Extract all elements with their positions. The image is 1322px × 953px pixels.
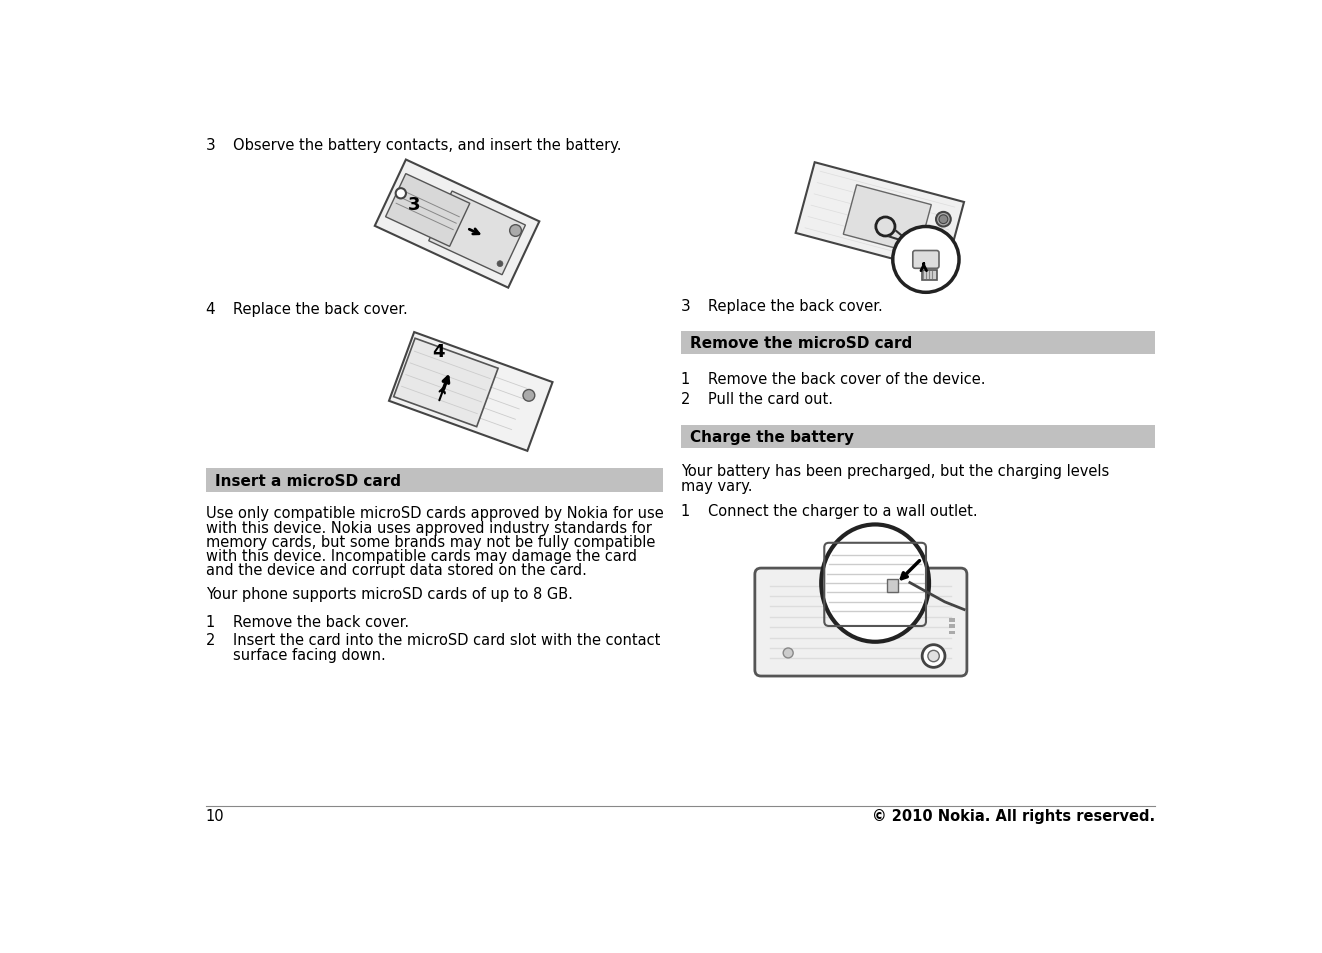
Circle shape — [395, 189, 406, 199]
Text: Replace the back cover.: Replace the back cover. — [707, 299, 883, 314]
Polygon shape — [921, 271, 937, 280]
Text: with this device. Nokia uses approved industry standards for: with this device. Nokia uses approved in… — [205, 520, 652, 535]
Polygon shape — [374, 160, 539, 289]
Text: Charge the battery: Charge the battery — [690, 430, 854, 444]
Bar — [949, 618, 956, 622]
Text: Pull the card out.: Pull the card out. — [707, 392, 833, 407]
Text: © 2010 Nokia. All rights reserved.: © 2010 Nokia. All rights reserved. — [871, 808, 1155, 822]
Text: Use only compatible microSD cards approved by Nokia for use: Use only compatible microSD cards approv… — [205, 506, 664, 521]
Circle shape — [783, 648, 793, 659]
Text: 1: 1 — [681, 503, 690, 518]
Text: 10: 10 — [205, 808, 225, 822]
Text: Remove the back cover of the device.: Remove the back cover of the device. — [707, 372, 985, 386]
Bar — [949, 631, 956, 635]
Text: may vary.: may vary. — [681, 478, 752, 493]
Text: 4: 4 — [205, 301, 215, 316]
Text: and the device and corrupt data stored on the card.: and the device and corrupt data stored o… — [205, 563, 587, 578]
Bar — [681, 332, 1155, 355]
Circle shape — [936, 213, 951, 227]
Text: Insert the card into the microSD card slot with the contact: Insert the card into the microSD card sl… — [233, 633, 660, 648]
Ellipse shape — [821, 525, 929, 642]
Text: 2: 2 — [205, 633, 215, 648]
Text: Remove the microSD card: Remove the microSD card — [690, 335, 912, 351]
Text: 3: 3 — [681, 299, 690, 314]
Circle shape — [497, 261, 502, 267]
Bar — [887, 579, 898, 592]
Polygon shape — [386, 174, 469, 247]
Polygon shape — [394, 339, 498, 427]
Bar — [681, 425, 1155, 449]
Polygon shape — [843, 186, 931, 254]
Text: Connect the charger to a wall outlet.: Connect the charger to a wall outlet. — [707, 503, 977, 518]
Circle shape — [923, 645, 945, 668]
Text: Insert a microSD card: Insert a microSD card — [215, 473, 401, 488]
Text: Your phone supports microSD cards of up to 8 GB.: Your phone supports microSD cards of up … — [205, 586, 572, 601]
Text: 3: 3 — [205, 137, 215, 152]
Text: Remove the back cover.: Remove the back cover. — [233, 614, 408, 629]
Bar — [949, 625, 956, 629]
Circle shape — [524, 390, 535, 402]
Text: with this device. Incompatible cards may damage the card: with this device. Incompatible cards may… — [205, 549, 637, 563]
Text: 2: 2 — [681, 392, 690, 407]
Text: Your battery has been precharged, but the charging levels: Your battery has been precharged, but th… — [681, 464, 1109, 479]
Bar — [205, 469, 662, 492]
Polygon shape — [389, 333, 553, 452]
Circle shape — [892, 227, 958, 293]
Polygon shape — [428, 192, 525, 275]
Text: surface facing down.: surface facing down. — [233, 647, 386, 662]
Circle shape — [928, 651, 939, 662]
Text: Replace the back cover.: Replace the back cover. — [233, 301, 407, 316]
Circle shape — [939, 215, 948, 224]
Polygon shape — [796, 163, 964, 274]
Circle shape — [510, 226, 521, 237]
FancyBboxPatch shape — [912, 252, 939, 269]
Text: 3: 3 — [408, 196, 420, 214]
Text: 4: 4 — [432, 343, 444, 361]
Text: 1: 1 — [205, 614, 214, 629]
FancyBboxPatch shape — [755, 569, 966, 677]
Text: 1: 1 — [681, 372, 690, 386]
Text: Observe the battery contacts, and insert the battery.: Observe the battery contacts, and insert… — [233, 137, 621, 152]
Text: memory cards, but some brands may not be fully compatible: memory cards, but some brands may not be… — [205, 535, 654, 549]
